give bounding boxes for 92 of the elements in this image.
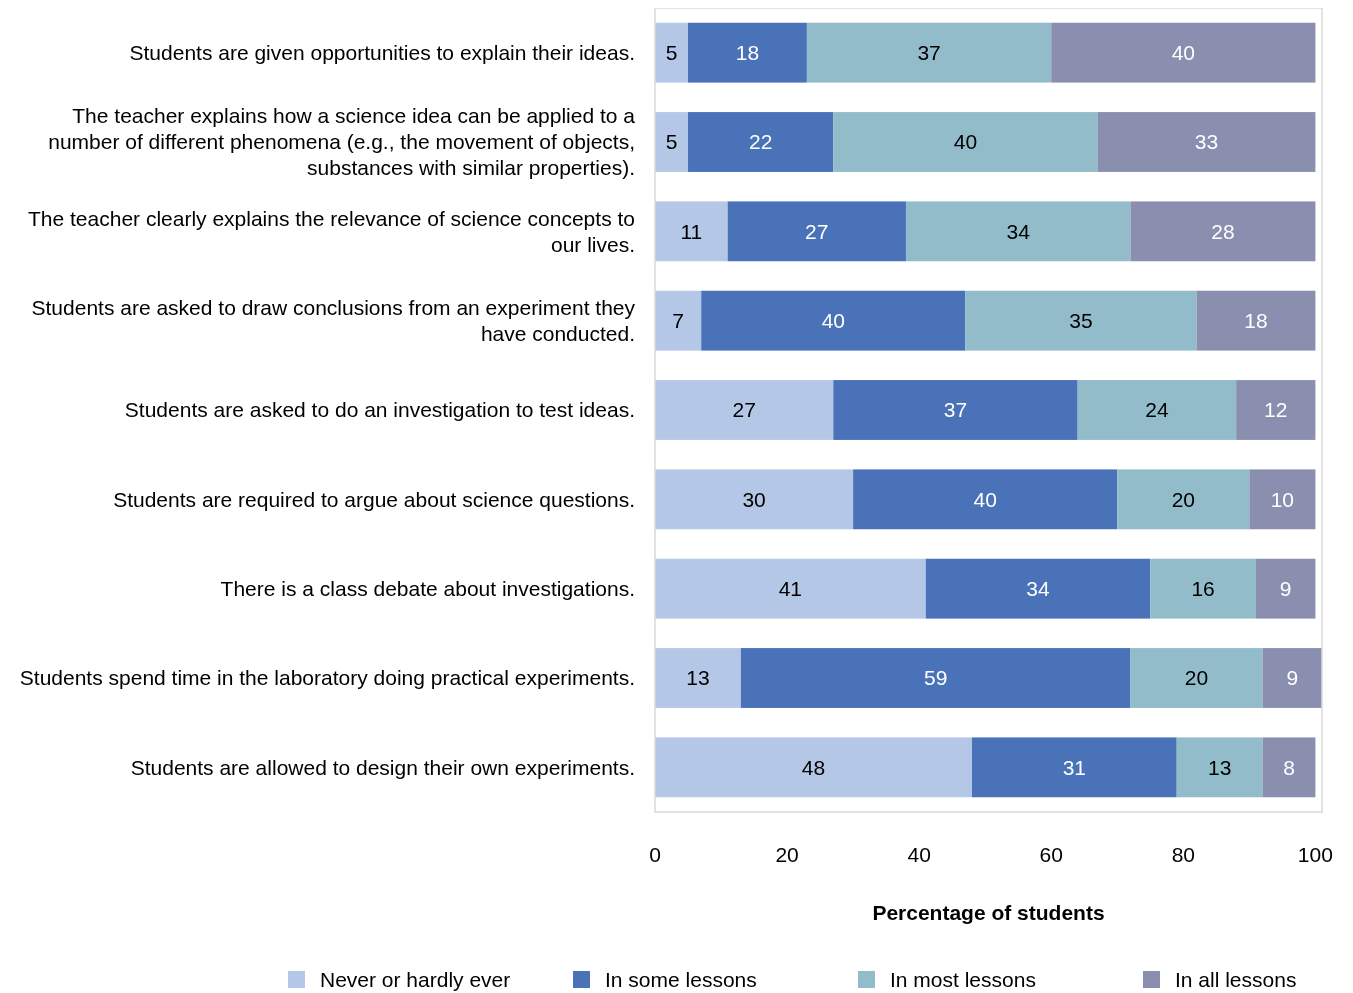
data-label: 41 (778, 577, 803, 601)
bar (1150, 558, 1256, 619)
bar (655, 380, 834, 440)
bar (1130, 648, 1263, 708)
bar (1130, 201, 1316, 262)
bar (833, 112, 1098, 172)
data-label: 40 (1171, 41, 1195, 65)
bar (1077, 380, 1237, 440)
data-label: 27 (732, 398, 756, 422)
data-label: 33 (1194, 130, 1219, 154)
bar (727, 201, 906, 262)
x-tick-label: 0 (649, 843, 661, 866)
legend-label: In some lessons (605, 968, 757, 992)
x-tick-label: 100 (1297, 843, 1333, 866)
data-label: 28 (1211, 219, 1235, 243)
bar (655, 469, 854, 530)
data-label: 24 (1145, 398, 1169, 422)
bar (1176, 737, 1263, 798)
bar (1262, 737, 1316, 798)
bar (1236, 380, 1316, 440)
data-label: 31 (1062, 755, 1087, 779)
data-label: 9 (1286, 666, 1299, 690)
data-label: 48 (801, 755, 826, 779)
y-tick-label: Students are given opportunities to explain their ideas. (129, 41, 635, 65)
data-label: 5 (665, 41, 678, 65)
y-tick-label: There is a class debate about investigations. (220, 577, 635, 601)
bar (1117, 469, 1250, 530)
x-tick-label: 80 (1171, 843, 1195, 866)
data-label: 13 (1207, 755, 1232, 779)
y-tick-label: Students are asked to do an investigation to test ideas. (124, 398, 635, 422)
data-label: 37 (917, 41, 941, 65)
bar (1249, 469, 1316, 530)
bar (655, 737, 972, 798)
data-label: 8 (1283, 755, 1295, 779)
bar (701, 290, 966, 351)
y-tick-label: Students are required to argue about science questions. (113, 487, 635, 511)
data-label: 18 (1244, 309, 1268, 333)
bar (655, 558, 926, 619)
bar (655, 290, 702, 351)
data-label: 11 (680, 219, 703, 243)
y-tick-label: Students are allowed to design their own experiments. (130, 755, 635, 779)
data-label: 5 (665, 130, 678, 154)
y-tick-label: The teacher clearly explains the relevance of science concepts to our lives. (27, 206, 635, 256)
bar (1051, 22, 1316, 83)
data-label: 16 (1191, 577, 1215, 601)
bar (688, 22, 807, 83)
data-label: 7 (672, 309, 684, 333)
x-tick-label: 20 (775, 843, 799, 866)
data-label: 18 (735, 41, 760, 65)
bar (833, 380, 1078, 440)
data-label: 59 (923, 666, 948, 690)
y-tick-label: Students are asked to draw conclusions from an experiment they have conducted. (31, 296, 636, 346)
bar (905, 201, 1131, 262)
x-axis-title: Percentage of students (872, 901, 1105, 924)
bar (1196, 290, 1316, 351)
legend-label: In most lessons (890, 968, 1036, 992)
data-label: 40 (953, 130, 978, 154)
data-label: 40 (821, 309, 845, 333)
bar (1262, 648, 1322, 708)
bar (655, 201, 728, 262)
data-label: 9 (1279, 577, 1292, 601)
bar (925, 558, 1151, 619)
legend-label: In all lessons (1175, 968, 1297, 992)
data-label: 22 (748, 130, 773, 154)
y-tick-label: Students spend time in the laboratory doing practical experiments. (19, 666, 635, 690)
data-label: 20 (1171, 487, 1195, 511)
bar (806, 22, 1052, 83)
bar (688, 112, 834, 172)
x-tick-label: 60 (1039, 843, 1063, 866)
bar (853, 469, 1118, 530)
bar (971, 737, 1177, 798)
bar (1097, 112, 1316, 172)
bar (1255, 558, 1316, 619)
x-tick-label: 40 (907, 843, 931, 866)
bar (655, 648, 741, 708)
data-label: 10 (1270, 487, 1295, 511)
legend-label: Never or hardly ever (320, 968, 511, 992)
y-tick-label: The teacher explains how a science idea can be applied to a number of different phenomena (e.g., the movement of objects, substances with similar properties). (48, 104, 636, 180)
data-label: 35 (1069, 309, 1093, 333)
data-label: 30 (742, 487, 766, 511)
bar (740, 648, 1131, 708)
data-label: 34 (1026, 577, 1051, 601)
data-label: 12 (1264, 398, 1288, 422)
bar (965, 290, 1197, 351)
data-label: 37 (943, 398, 968, 422)
bar (655, 22, 689, 83)
data-label: 27 (805, 219, 829, 243)
data-label: 13 (686, 666, 710, 690)
data-label: 20 (1184, 666, 1209, 690)
data-label: 34 (1006, 219, 1031, 243)
bar (655, 112, 689, 172)
data-label: 40 (973, 487, 997, 511)
